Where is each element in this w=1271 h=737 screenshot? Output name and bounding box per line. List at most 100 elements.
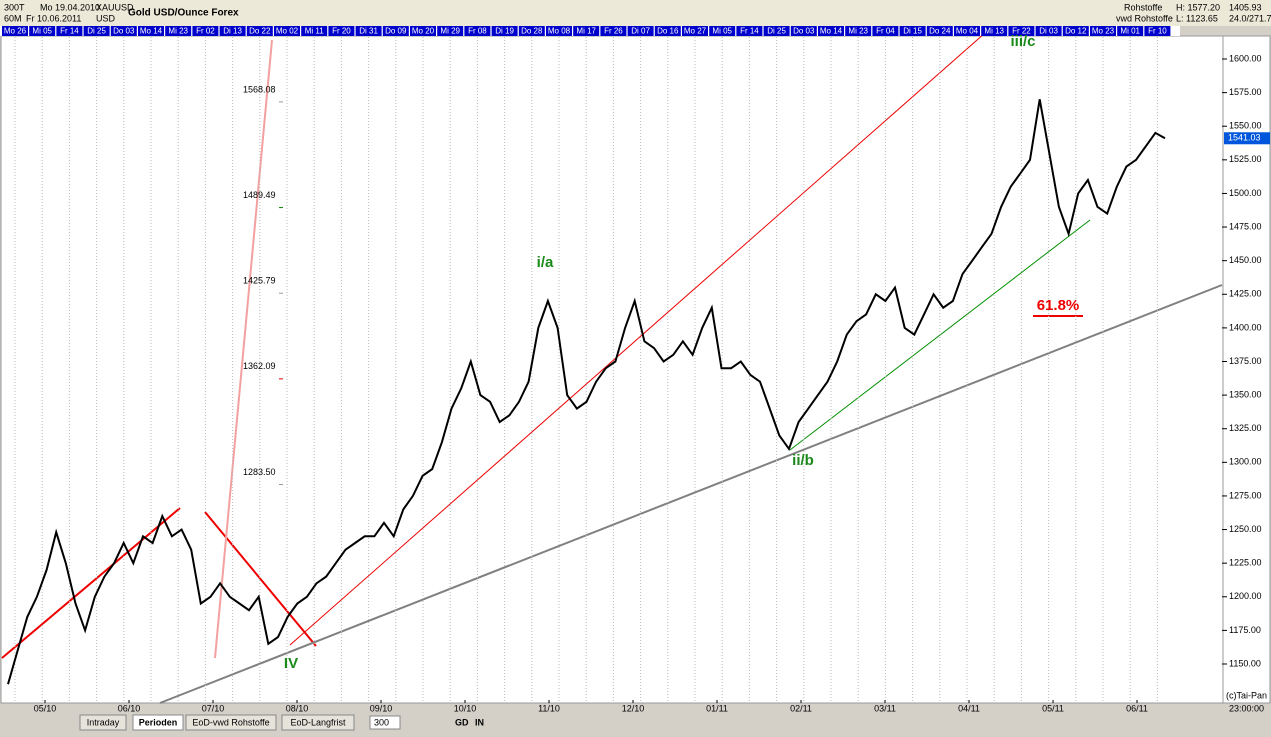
date-cell	[1035, 26, 1062, 36]
x-tick-label: 08/10	[286, 703, 309, 713]
header-info: 1405.93	[1229, 2, 1262, 12]
date-label: Mi 01	[1120, 27, 1140, 36]
date-label: Mi 05	[712, 27, 732, 36]
date-cell	[1008, 26, 1035, 36]
x-tick-label: 05/10	[34, 703, 57, 713]
y-tick-label: 1525.00	[1229, 154, 1262, 164]
date-cell	[546, 26, 572, 36]
y-tick-label: 1500.00	[1229, 188, 1262, 198]
x-tick-label: 10/10	[454, 703, 477, 713]
date-cell	[818, 26, 844, 36]
header-info: 300T	[4, 2, 25, 12]
date-label: Di 25	[87, 27, 106, 36]
tab[interactable]	[132, 714, 184, 731]
header-info: Rohstoffe	[1124, 2, 1162, 12]
date-label: Do 24	[929, 27, 951, 36]
date-cell	[274, 26, 300, 36]
date-label: Mo 27	[684, 27, 707, 36]
date-label: Mi 29	[440, 27, 460, 36]
y-tick-label: 1275.00	[1229, 490, 1262, 500]
date-cell	[763, 26, 790, 36]
x-tick-label: 07/10	[202, 703, 225, 713]
wave-label: ii/b	[792, 452, 814, 469]
date-label: Fr 02	[196, 27, 215, 36]
trendlines	[1, 32, 1223, 704]
tab[interactable]	[185, 714, 277, 731]
tab-label: EoD-vwd Rohstoffe	[192, 717, 269, 727]
trendline	[1, 507, 181, 659]
date-cell	[1062, 26, 1089, 36]
plot-bg	[0, 35, 1224, 704]
date-cell	[165, 26, 192, 36]
tab[interactable]	[79, 714, 127, 731]
date-cell	[1117, 26, 1144, 36]
header-info: H: 1577.20	[1176, 2, 1220, 12]
date-cell	[1090, 26, 1116, 36]
date-label: Fr 04	[876, 27, 895, 36]
date-cell	[110, 26, 137, 36]
toolbar-button[interactable]: IN	[475, 717, 484, 727]
wave-label: IV	[284, 655, 298, 672]
date-cell	[845, 26, 872, 36]
chart-title: Gold USD/Ounce Forex	[128, 8, 239, 19]
date-label: Fr 22	[1012, 27, 1031, 36]
x-tick-label: 06/11	[1126, 703, 1148, 713]
date-cell	[138, 26, 164, 36]
axis-bg	[1222, 35, 1271, 704]
tab-label: EoD-Langfrist	[290, 717, 346, 727]
x-tick-label: 01/11	[706, 703, 728, 713]
fib-label: 1283.50	[243, 467, 276, 477]
x-tick-label: 03/11	[874, 703, 896, 713]
date-label: Fr 08	[468, 27, 487, 36]
trendline	[289, 32, 986, 646]
date-cell	[790, 26, 817, 36]
date-label: Mi 13	[984, 27, 1004, 36]
date-label: Di 07	[631, 27, 650, 36]
date-cell	[600, 26, 627, 36]
last-price-box	[1224, 132, 1270, 145]
date-label: Mi 11	[305, 27, 325, 36]
period-label: 300	[374, 717, 389, 727]
y-tick-label: 1400.00	[1229, 322, 1262, 332]
x-tick-label: 11/10	[538, 703, 560, 713]
y-tick-label: 1550.00	[1229, 121, 1262, 131]
date-label: Mo 20	[412, 27, 435, 36]
fib-label: 1489.49	[243, 190, 276, 200]
date-label: Do 03	[793, 27, 815, 36]
header-info: L: 1123.65	[1176, 13, 1218, 23]
trendline	[204, 511, 317, 647]
y-tick-label: 1225.00	[1229, 558, 1262, 568]
date-cell	[83, 26, 110, 36]
tab-label: Perioden	[139, 717, 178, 727]
date-label: Di 15	[903, 27, 922, 36]
date-label: Di 25	[767, 27, 786, 36]
y-tick-label: 1375.00	[1229, 356, 1262, 366]
date-label: Mo 23	[1092, 27, 1115, 36]
date-label: Do 12	[1065, 27, 1087, 36]
date-label: Do 28	[521, 27, 543, 36]
date-cell	[29, 26, 56, 36]
date-label: Mi 17	[576, 27, 596, 36]
date-cell	[573, 26, 600, 36]
date-cell	[192, 26, 219, 36]
date-cell	[926, 26, 953, 36]
trendline	[159, 284, 1223, 704]
header-info: XAUUSD	[96, 2, 134, 12]
fib-label: 1425.79	[243, 276, 276, 286]
date-cell	[954, 26, 980, 36]
y-tick-label: 1150.00	[1229, 658, 1261, 668]
fib-label: 1362.09	[243, 361, 276, 371]
y-tick-label: 1600.00	[1229, 53, 1262, 63]
period-select[interactable]	[369, 715, 401, 730]
date-label: Di 13	[223, 27, 242, 36]
date-label: Mo 08	[548, 27, 571, 36]
y-tick-label: 1350.00	[1229, 389, 1262, 399]
date-label: Fr 26	[604, 27, 623, 36]
x-tick-label: 12/10	[622, 703, 645, 713]
date-label: Fr 14	[60, 27, 79, 36]
date-cell	[682, 26, 708, 36]
last-price-label: 1541.03	[1228, 133, 1261, 143]
date-label: Fr 20	[332, 27, 351, 36]
toolbar-button[interactable]: GD	[455, 717, 469, 727]
tab[interactable]	[281, 714, 355, 731]
